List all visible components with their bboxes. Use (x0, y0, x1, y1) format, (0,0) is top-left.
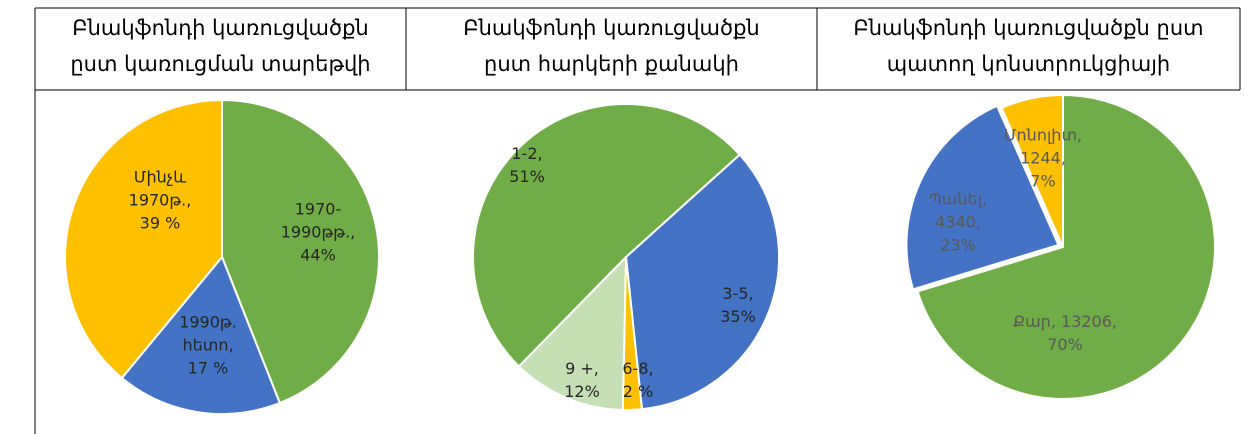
title-line: ըստ հարկերի քանակի (484, 52, 739, 76)
title-line: պատող կոնստրուկցիայի (886, 52, 1171, 76)
value-label: 2 % (622, 382, 654, 401)
value-label: 12% (564, 382, 600, 401)
pie-slice (64, 98, 223, 380)
pie-slice (221, 98, 380, 405)
percent-label: 7% (1030, 171, 1056, 191)
title-line: Բնակֆոնդի կառուցվածքն (463, 16, 760, 40)
column-title: Բնակֆոնդի կառուցվածքն ըստ կառուցման տարեթ… (35, 10, 406, 90)
category-label: 1-2 (511, 144, 538, 163)
value-label: 51% (509, 167, 545, 186)
pie-slice (905, 104, 1060, 291)
value-label: 4340 (935, 212, 976, 232)
pie-slice (916, 93, 1216, 400)
pie-slice (517, 254, 628, 411)
percent-label: 23% (940, 235, 976, 255)
title-line: ըստ կառուցման տարեթվի (70, 52, 371, 76)
category-label: 1990թ. հետո (179, 312, 237, 355)
column-title: Բնակֆոնդի կառուցվածքն ըստ պատող կոնստրուկ… (817, 10, 1240, 90)
value-label: 17 % (187, 358, 229, 378)
data-label: 6-8, 2 % (622, 359, 654, 401)
value-label: 39 % (139, 213, 181, 233)
percent-label: 70% (1047, 335, 1083, 354)
category-label: 3-5 (722, 284, 749, 303)
data-label: 1970-1990թթ., 44% (280, 199, 356, 265)
data-label: Մինչև 1970թ., 39 % (128, 167, 192, 233)
pie-slice (1000, 93, 1064, 248)
category-label: 9 + (565, 359, 594, 378)
data-label: 3-5, 35% (720, 284, 756, 326)
data-label: Քար, 13206, 70% (1012, 312, 1118, 354)
value-label: 35% (720, 307, 756, 326)
pie-slice (120, 255, 282, 415)
data-label: Մոնոլիտ, 1244, 7% (1003, 125, 1083, 191)
category-label: 1970-1990թթ. (280, 199, 351, 242)
data-label: 9 +, 12% (564, 359, 600, 401)
category-label: Քար (1012, 312, 1051, 331)
pie-slice (471, 103, 742, 368)
value-label: 1244 (1020, 148, 1061, 168)
data-label: Պանել, 4340, 23% (928, 189, 988, 255)
data-label: 1-2, 51% (509, 144, 545, 186)
data-label: 1990թ. հետո, 17 % (179, 312, 237, 378)
pie-slice (624, 153, 780, 411)
category-label: Պանել (928, 189, 982, 209)
column-title: Բնակֆոնդի կառուցվածքն ըստ հարկերի քանակի (406, 10, 817, 90)
value-label: 13206 (1061, 312, 1112, 331)
category-label: 6-8 (622, 359, 649, 378)
title-line: Բնակֆոնդի կառուցվածքն (72, 16, 369, 40)
category-label: Մինչև 1970թ. (128, 167, 187, 210)
value-label: 44% (300, 245, 336, 265)
category-label: Մոնոլիտ (1003, 125, 1078, 145)
title-line: Բնակֆոնդի կառուցվածքն ըստ (853, 16, 1204, 40)
